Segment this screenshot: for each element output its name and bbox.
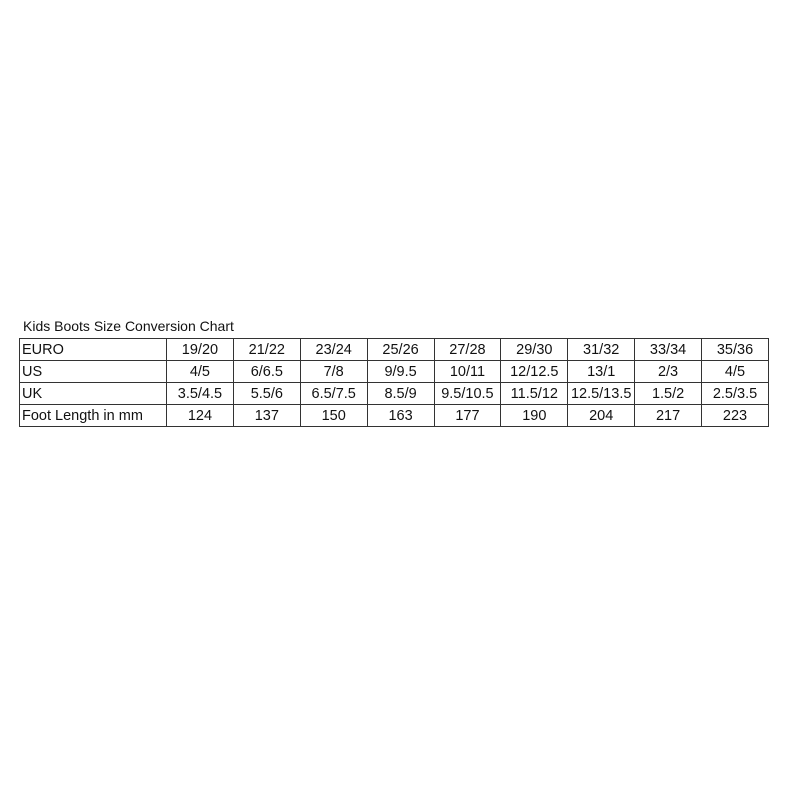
table-cell: 9/9.5 xyxy=(366,360,435,383)
table-cell: 13/1 xyxy=(567,360,636,383)
row-label: US xyxy=(19,360,167,383)
table-cell: 11.5/12 xyxy=(500,382,569,405)
table-cell: 223 xyxy=(701,404,769,427)
table-cell: 124 xyxy=(166,404,234,427)
table-cell: 4/5 xyxy=(701,360,769,383)
table-cell: 12/12.5 xyxy=(500,360,569,383)
table-cell: 217 xyxy=(634,404,702,427)
table-cell: 7/8 xyxy=(299,360,368,383)
row-label: UK xyxy=(19,382,167,405)
table-cell: 31/32 xyxy=(567,338,636,361)
table-cell: 29/30 xyxy=(500,338,569,361)
table-cell: 9.5/10.5 xyxy=(433,382,502,405)
table-cell: 6.5/7.5 xyxy=(299,382,368,405)
table-cell: 4/5 xyxy=(166,360,234,383)
table-row: Foot Length in mm 124 137 150 163 177 190 204 21… xyxy=(19,404,769,427)
table-cell: 19/20 xyxy=(166,338,234,361)
table-cell: 190 xyxy=(500,404,569,427)
size-conversion-table: EURO 19/20 21/22 23/24 25/26 27/28 29/30 31/32 3… xyxy=(19,338,769,427)
table-cell: 3.5/4.5 xyxy=(166,382,234,405)
table-cell: 204 xyxy=(567,404,636,427)
table-cell: 5.5/6 xyxy=(232,382,301,405)
table-cell: 25/26 xyxy=(366,338,435,361)
table-row: UK 3.5/4.5 5.5/6 6.5/7.5 8.5/9 9.5/10.5 11.5/1… xyxy=(19,382,769,405)
table-cell: 6/6.5 xyxy=(232,360,301,383)
table-cell: 12.5/13.5 xyxy=(567,382,636,405)
row-label: Foot Length in mm xyxy=(19,404,167,427)
table-cell: 150 xyxy=(299,404,368,427)
table-cell: 163 xyxy=(366,404,435,427)
table-cell: 137 xyxy=(232,404,301,427)
table-cell: 21/22 xyxy=(232,338,301,361)
table-cell: 2.5/3.5 xyxy=(701,382,769,405)
row-label: EURO xyxy=(19,338,167,361)
table-cell: 33/34 xyxy=(634,338,702,361)
table-cell: 27/28 xyxy=(433,338,502,361)
table-cell: 8.5/9 xyxy=(366,382,435,405)
table-cell: 35/36 xyxy=(701,338,769,361)
table-cell: 10/11 xyxy=(433,360,502,383)
table-row: EURO 19/20 21/22 23/24 25/26 27/28 29/30 31/32 3… xyxy=(19,338,769,361)
table-cell: 177 xyxy=(433,404,502,427)
table-cell: 2/3 xyxy=(634,360,702,383)
table-cell: 1.5/2 xyxy=(634,382,702,405)
table-row: US 4/5 6/6.5 7/8 9/9.5 10/11 12/12.5 13/1 2/3 4/5 xyxy=(19,360,769,383)
table-cell: 23/24 xyxy=(299,338,368,361)
chart-title: Kids Boots Size Conversion Chart xyxy=(23,318,234,334)
